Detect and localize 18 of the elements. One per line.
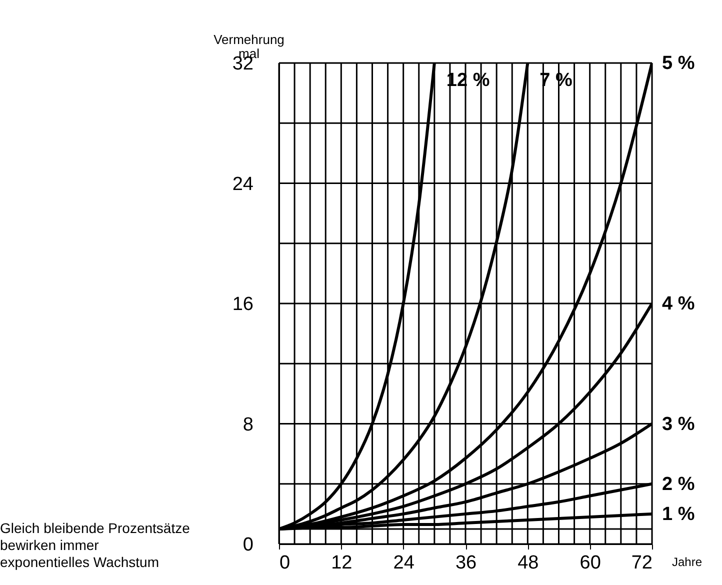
text: Gleich bleibende Prozentsätze bewirken immer exponentielles Wachstum (0, 520, 190, 570)
x-axis-title: Jahre (672, 555, 702, 569)
x-tick-label: 24 (393, 552, 415, 574)
x-tick-label: 0 (280, 552, 290, 574)
series-label: 1 % (662, 504, 695, 525)
series-label: 2 % (662, 474, 695, 495)
x-tick-label: 48 (518, 552, 539, 574)
x-tick-label: 60 (580, 552, 601, 574)
x-tick-label: 36 (455, 552, 477, 574)
x-tick-label: 12 (331, 552, 352, 574)
series-label: 4 % (662, 294, 695, 314)
y-tick-label: 0 (242, 534, 254, 556)
x-tick-label: 72 (631, 552, 652, 574)
y-tick-label: 24 (232, 174, 254, 195)
y-tick-label: 16 (232, 294, 254, 315)
series-label: 3 % (662, 414, 695, 435)
series-label: 5 % (662, 53, 695, 74)
y-tick-label: 8 (242, 414, 254, 436)
